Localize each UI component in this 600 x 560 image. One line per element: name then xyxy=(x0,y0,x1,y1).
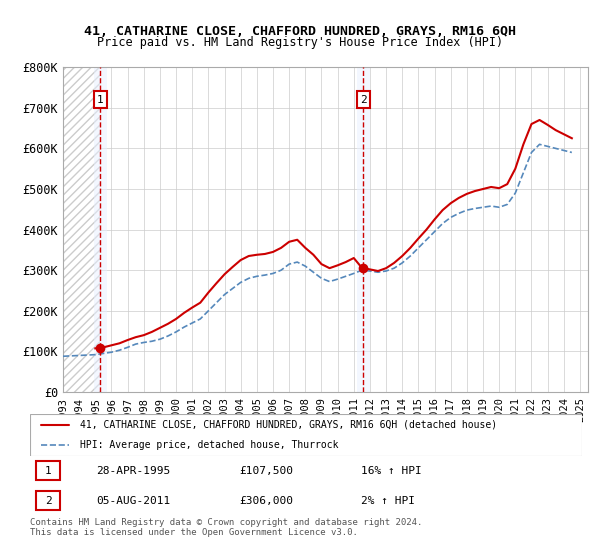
Text: 2: 2 xyxy=(45,496,52,506)
Text: 2% ↑ HPI: 2% ↑ HPI xyxy=(361,496,415,506)
Text: 1: 1 xyxy=(45,466,52,476)
Text: 41, CATHARINE CLOSE, CHAFFORD HUNDRED, GRAYS, RM16 6QH (detached house): 41, CATHARINE CLOSE, CHAFFORD HUNDRED, G… xyxy=(80,420,497,430)
Text: 28-APR-1995: 28-APR-1995 xyxy=(96,466,170,476)
Text: £306,000: £306,000 xyxy=(240,496,294,506)
Bar xyxy=(357,67,370,392)
Text: 2: 2 xyxy=(360,95,367,105)
Text: 05-AUG-2011: 05-AUG-2011 xyxy=(96,496,170,506)
Text: £107,500: £107,500 xyxy=(240,466,294,476)
Text: HPI: Average price, detached house, Thurrock: HPI: Average price, detached house, Thur… xyxy=(80,440,338,450)
Text: Price paid vs. HM Land Registry's House Price Index (HPI): Price paid vs. HM Land Registry's House … xyxy=(97,36,503,49)
Text: 41, CATHARINE CLOSE, CHAFFORD HUNDRED, GRAYS, RM16 6QH: 41, CATHARINE CLOSE, CHAFFORD HUNDRED, G… xyxy=(84,25,516,38)
Bar xyxy=(35,491,61,510)
Bar xyxy=(63,67,100,392)
Text: 1: 1 xyxy=(97,95,104,105)
Text: Contains HM Land Registry data © Crown copyright and database right 2024.
This d: Contains HM Land Registry data © Crown c… xyxy=(30,518,422,538)
Bar xyxy=(94,67,107,392)
Text: 16% ↑ HPI: 16% ↑ HPI xyxy=(361,466,422,476)
Bar xyxy=(35,461,61,480)
